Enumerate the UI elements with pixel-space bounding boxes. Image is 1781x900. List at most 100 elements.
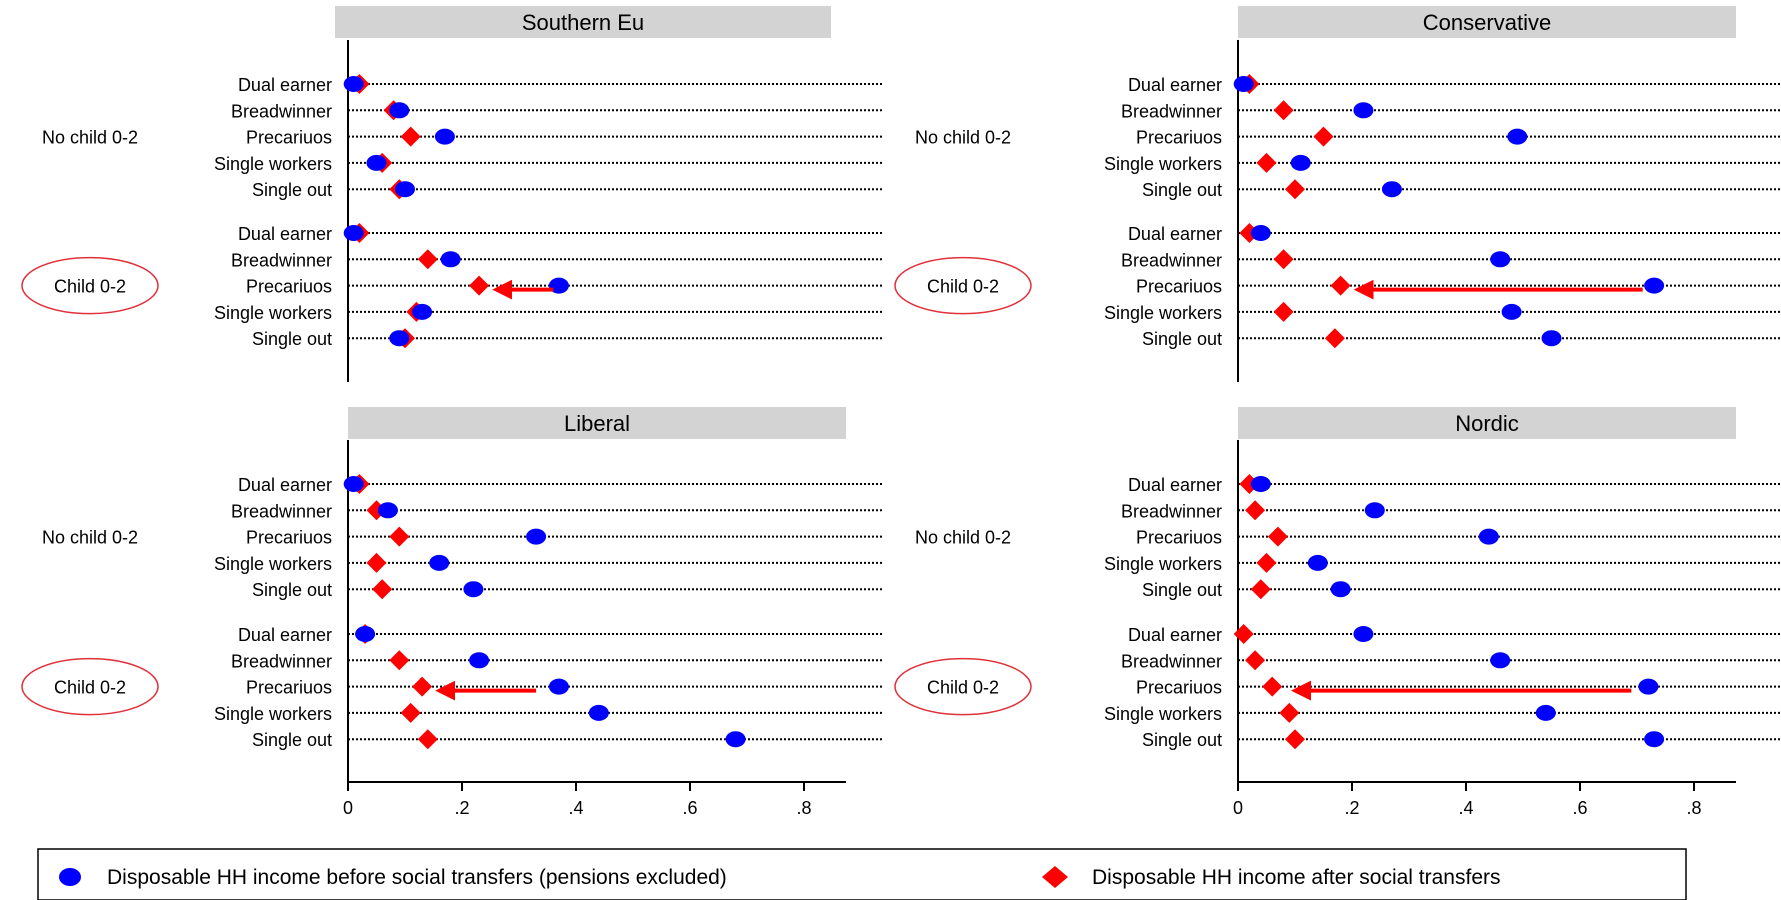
point-after-transfers [1245,500,1266,521]
legend-label-after: Disposable HH income after social transf… [1092,866,1501,889]
row-label: Breadwinner [1121,250,1222,270]
point-before-transfers [725,731,746,748]
row-label: Breadwinner [231,250,332,270]
panel-title: Liberal [564,411,630,436]
point-before-transfers [1353,102,1374,119]
point-after-transfers [1330,275,1351,296]
group-label: Child 0-2 [54,678,126,698]
point-after-transfers [417,249,438,270]
point-before-transfers [343,76,364,92]
point-before-transfers [395,181,415,198]
point-before-transfers [1541,330,1562,347]
panel-title-strip [348,407,846,439]
point-after-transfers [1285,729,1305,750]
panel-3: Nordic Dual earner Breadwinner Precariuos Si… [894,407,1781,818]
row-label: Breadwinner [1121,501,1222,521]
legend: Disposable HH income before social trans… [37,848,1687,900]
point-after-transfers [1233,624,1254,644]
row-label: Dual earner [238,75,332,95]
point-after-transfers [1273,301,1294,322]
row-label: Dual earner [238,625,332,645]
x-tick-label: .4 [1458,798,1473,818]
row-label: Dual earner [1128,75,1222,95]
point-before-transfers [377,502,398,519]
row-label: Single workers [1104,554,1222,574]
x-tick-label: .8 [1686,798,1701,818]
panel-title: Southern Eu [522,10,644,35]
point-after-transfers [372,579,393,600]
x-tick-label: .4 [568,798,583,818]
point-after-transfers [389,650,410,671]
x-tick-label: .8 [796,798,811,818]
row-label: Single workers [1104,303,1222,323]
group-label: Child 0-2 [54,277,126,297]
group-label: No child 0-2 [915,128,1011,148]
point-before-transfers [463,581,484,598]
x-tick-label: .6 [1572,798,1587,818]
point-before-transfers [343,225,364,241]
point-before-transfers [1638,678,1659,695]
legend-label-before: Disposable HH income before social trans… [107,866,727,889]
point-before-transfers [1364,502,1385,519]
point-before-transfers [1501,303,1522,320]
point-before-transfers [1644,731,1665,748]
group-label: Child 0-2 [927,678,999,698]
point-before-transfers [1353,626,1374,642]
point-before-transfers [1490,251,1511,268]
row-label: Breadwinner [231,501,332,521]
row-label: Breadwinner [1121,651,1222,671]
point-before-transfers [548,277,569,294]
panel-title-strip [335,6,831,38]
point-after-transfers [1250,579,1271,600]
row-label: Dual earner [238,224,332,244]
panel-0: Southern Eu Dual earner Breadwinner Precari… [21,6,883,382]
point-before-transfers [440,251,461,268]
row-label: Single out [252,580,332,600]
legend-box [37,848,1687,900]
row-label: Single out [1142,329,1222,349]
point-after-transfers [1324,328,1345,349]
group-label: No child 0-2 [42,128,138,148]
point-before-transfers [434,128,455,145]
point-after-transfers [1285,179,1305,200]
x-tick-label: 0 [343,798,353,818]
point-before-transfers [1250,476,1271,492]
row-label: Breadwinner [231,101,332,121]
row-label: Precariuos [246,678,332,698]
row-label: Precariuos [246,128,332,148]
point-before-transfers [588,704,609,721]
row-label: Single workers [214,704,332,724]
point-after-transfers [417,729,438,750]
row-label: Dual earner [238,475,332,495]
point-before-transfers [389,330,410,347]
point-after-transfers [1256,152,1277,173]
row-label: Precariuos [1136,678,1222,698]
point-before-transfers [1250,225,1271,241]
highlight-ellipse [894,256,1032,315]
panel-title-strip [1238,407,1736,439]
row-label: Single out [252,329,332,349]
row-label: Single out [1142,580,1222,600]
point-before-transfers [1535,704,1556,721]
point-after-transfers [400,702,421,723]
point-before-transfers [366,154,387,171]
point-before-transfers [1381,181,1402,198]
row-label: Dual earner [1128,224,1222,244]
row-label: Single workers [214,554,332,574]
highlight-ellipse [21,657,159,716]
point-before-transfers [355,626,376,642]
panel-title-strip [1238,6,1736,38]
point-after-transfers [1273,249,1294,270]
point-after-transfers [1245,650,1266,671]
point-before-transfers [526,528,547,545]
point-before-transfers [1507,128,1528,145]
row-label: Single out [1142,180,1222,200]
point-before-transfers [1478,528,1499,545]
point-after-transfers [1262,676,1283,697]
point-after-transfers [469,275,490,296]
row-label: Single workers [1104,704,1222,724]
legend-marker-before [59,868,81,886]
panel-2: Liberal Dual earner Breadwinner Precariuos S… [21,407,883,818]
row-label: Single workers [1104,154,1222,174]
